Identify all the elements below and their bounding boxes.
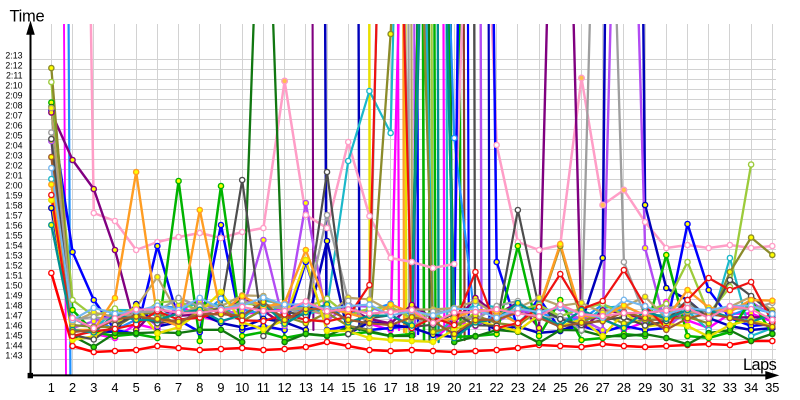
svg-text:32: 32 xyxy=(702,380,716,395)
svg-text:5: 5 xyxy=(133,380,140,395)
svg-text:4: 4 xyxy=(111,380,118,395)
svg-text:1:46: 1:46 xyxy=(5,321,22,331)
svg-text:11: 11 xyxy=(257,380,270,395)
svg-text:Laps: Laps xyxy=(743,356,777,374)
svg-text:30: 30 xyxy=(659,380,673,395)
svg-text:21: 21 xyxy=(468,380,482,395)
svg-text:2:10: 2:10 xyxy=(5,81,22,91)
svg-text:16: 16 xyxy=(362,380,376,395)
svg-text:22: 22 xyxy=(490,380,504,395)
svg-text:1:53: 1:53 xyxy=(5,251,22,261)
svg-text:18: 18 xyxy=(405,380,419,395)
svg-text:23: 23 xyxy=(511,380,525,395)
svg-text:2:11: 2:11 xyxy=(6,71,23,81)
svg-text:1:49: 1:49 xyxy=(5,291,22,301)
svg-text:1:50: 1:50 xyxy=(5,281,22,291)
svg-text:31: 31 xyxy=(680,380,694,395)
svg-text:1:52: 1:52 xyxy=(5,261,22,271)
svg-text:2:03: 2:03 xyxy=(5,151,22,161)
svg-text:8: 8 xyxy=(196,380,203,395)
svg-text:29: 29 xyxy=(638,380,652,395)
svg-text:2: 2 xyxy=(69,380,76,395)
svg-text:1:59: 1:59 xyxy=(5,191,22,201)
svg-text:2:13: 2:13 xyxy=(5,51,22,61)
svg-text:2:01: 2:01 xyxy=(5,171,22,181)
svg-text:14: 14 xyxy=(320,380,334,395)
svg-text:1:54: 1:54 xyxy=(5,241,22,251)
svg-text:26: 26 xyxy=(574,380,588,395)
svg-text:1:48: 1:48 xyxy=(5,301,22,311)
svg-text:2:00: 2:00 xyxy=(5,181,22,191)
svg-text:2:08: 2:08 xyxy=(5,101,22,111)
svg-text:2:06: 2:06 xyxy=(5,121,22,131)
svg-text:25: 25 xyxy=(553,380,567,395)
svg-text:1:57: 1:57 xyxy=(5,211,22,221)
svg-text:2:05: 2:05 xyxy=(5,131,22,141)
svg-text:7: 7 xyxy=(175,380,182,395)
svg-text:13: 13 xyxy=(299,380,313,395)
svg-text:1:47: 1:47 xyxy=(5,311,22,321)
svg-text:24: 24 xyxy=(532,380,546,395)
svg-text:19: 19 xyxy=(426,380,440,395)
svg-text:9: 9 xyxy=(217,380,224,395)
svg-text:1:43: 1:43 xyxy=(5,351,22,361)
svg-text:34: 34 xyxy=(744,380,758,395)
svg-text:15: 15 xyxy=(341,380,355,395)
svg-text:Time: Time xyxy=(10,7,45,25)
svg-text:1:51: 1:51 xyxy=(5,271,22,281)
svg-text:35: 35 xyxy=(765,380,779,395)
svg-text:10: 10 xyxy=(235,380,249,395)
svg-text:1:56: 1:56 xyxy=(5,221,22,231)
svg-text:2:12: 2:12 xyxy=(5,61,22,71)
svg-text:6: 6 xyxy=(154,380,161,395)
svg-text:1:58: 1:58 xyxy=(5,201,22,211)
svg-text:12: 12 xyxy=(277,380,291,395)
svg-text:1: 1 xyxy=(48,380,55,395)
svg-text:2:07: 2:07 xyxy=(5,111,22,121)
svg-text:28: 28 xyxy=(617,380,631,395)
svg-text:27: 27 xyxy=(596,380,610,395)
svg-text:3: 3 xyxy=(90,380,97,395)
svg-text:1:55: 1:55 xyxy=(5,231,22,241)
svg-text:2:02: 2:02 xyxy=(5,161,22,171)
svg-text:2:04: 2:04 xyxy=(5,141,22,151)
svg-text:33: 33 xyxy=(723,380,737,395)
svg-text:20: 20 xyxy=(447,380,461,395)
svg-text:1:45: 1:45 xyxy=(5,331,22,341)
svg-text:2:09: 2:09 xyxy=(5,91,22,101)
svg-text:17: 17 xyxy=(384,380,398,395)
svg-text:1:44: 1:44 xyxy=(5,341,22,351)
